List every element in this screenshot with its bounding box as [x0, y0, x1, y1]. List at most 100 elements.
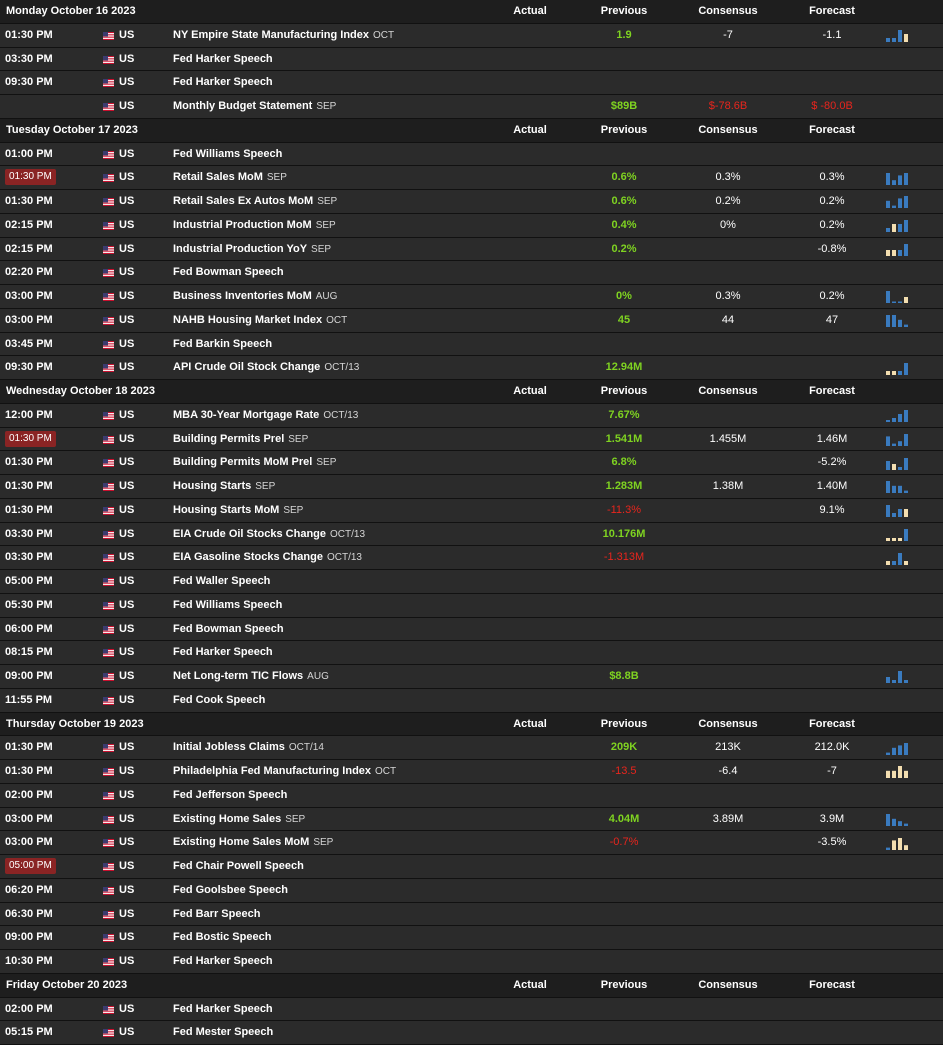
event-row[interactable]: 05:00 PM US Fed Chair Powell Speech: [0, 855, 943, 879]
event-row[interactable]: 09:00 PM US Net Long-term TIC Flows AUG $8.8…: [0, 665, 943, 689]
event-row[interactable]: US Monthly Budget Statement SEP $89B $-78.6B…: [0, 95, 943, 119]
history-sparkline-icon[interactable]: [884, 218, 908, 233]
event-title[interactable]: Industrial Production MoM: [173, 218, 312, 231]
event-row[interactable]: 03:30 PM US EIA Crude Oil Stocks Change OCT…: [0, 522, 943, 547]
event-title[interactable]: Fed Williams Speech: [173, 598, 283, 611]
event-name[interactable]: Industrial Production MoM SEP: [173, 214, 336, 238]
event-row[interactable]: 08:15 PM US Fed Harker Speech: [0, 641, 943, 665]
event-title[interactable]: EIA Crude Oil Stocks Change: [173, 527, 327, 540]
column-header-consensus[interactable]: Consensus: [698, 5, 758, 17]
event-title[interactable]: Fed Waller Speech: [173, 575, 271, 587]
event-title[interactable]: Fed Goolsbee Speech: [173, 883, 288, 896]
history-sparkline-icon[interactable]: [884, 28, 908, 43]
history-sparkline-icon[interactable]: [884, 242, 908, 256]
event-row[interactable]: 10:30 PM US Fed Harker Speech: [0, 950, 943, 974]
column-header-previous[interactable]: Previous: [600, 385, 648, 397]
history-sparkline-icon[interactable]: [884, 764, 908, 779]
event-title[interactable]: NY Empire State Manufacturing Index: [173, 28, 370, 41]
event-row[interactable]: 03:00 PM US Existing Home Sales SEP 4.04M 3.8…: [0, 807, 943, 832]
column-header-actual[interactable]: Actual: [513, 978, 547, 991]
event-title[interactable]: Fed Cook Speech: [173, 693, 266, 706]
event-row[interactable]: 03:00 PM US NAHB Housing Market Index OCT 45…: [0, 308, 943, 333]
event-title[interactable]: Fed Chair Powell Speech: [173, 860, 304, 872]
event-name[interactable]: Building Permits MoM Prel SEP: [173, 451, 336, 475]
event-title[interactable]: Housing Starts: [173, 480, 252, 492]
event-row[interactable]: 01:00 PM US Fed Williams Speech: [0, 142, 943, 167]
event-name[interactable]: Fed Harker Speech: [173, 48, 273, 71]
history-sparkline-icon[interactable]: [884, 456, 908, 470]
event-title[interactable]: EIA Gasoline Stocks Change: [173, 551, 323, 564]
event-title[interactable]: Fed Harker Speech: [173, 52, 273, 65]
event-name[interactable]: NAHB Housing Market Index OCT: [173, 309, 347, 333]
event-row[interactable]: 01:30 PM US Philadelphia Fed Manufacturing…: [0, 760, 943, 784]
event-name[interactable]: Fed Chair Powell Speech: [173, 855, 304, 878]
event-title[interactable]: Fed Mester Speech: [173, 1026, 274, 1039]
event-name[interactable]: Fed Harker Speech: [173, 71, 273, 94]
event-row[interactable]: 01:30 PM US Housing Starts MoM SEP -11.3% 9.1…: [0, 498, 943, 523]
event-row[interactable]: 03:30 PM US EIA Gasoline Stocks Change OCT/…: [0, 546, 943, 570]
column-header-actual[interactable]: Actual: [513, 123, 547, 136]
history-sparkline-icon[interactable]: [884, 479, 908, 494]
event-title[interactable]: Fed Harker Speech: [173, 1002, 273, 1015]
event-name[interactable]: Business Inventories MoM AUG: [173, 285, 337, 309]
event-row[interactable]: 05:30 PM US Fed Williams Speech: [0, 593, 943, 618]
event-title[interactable]: Fed Bowman Speech: [173, 622, 284, 635]
column-header-forecast[interactable]: Forecast: [809, 123, 855, 136]
event-name[interactable]: Existing Home Sales SEP: [173, 808, 305, 832]
event-row[interactable]: 09:30 PM US API Crude Oil Stock Change OCT/…: [0, 356, 943, 380]
event-name[interactable]: EIA Gasoline Stocks Change OCT/13: [173, 546, 362, 570]
column-header-forecast[interactable]: Forecast: [809, 385, 855, 397]
event-name[interactable]: NY Empire State Manufacturing Index OCT: [173, 24, 394, 48]
event-row[interactable]: 02:00 PM US Fed Jefferson Speech: [0, 783, 943, 808]
history-sparkline-icon[interactable]: [884, 669, 908, 684]
history-sparkline-icon[interactable]: [884, 836, 908, 850]
event-name[interactable]: Fed Goolsbee Speech: [173, 879, 288, 902]
event-row[interactable]: 01:30 PM US Retail Sales MoM SEP 0.6% 0.3% 0.3…: [0, 166, 943, 190]
event-name[interactable]: Fed Williams Speech: [173, 594, 282, 617]
event-name[interactable]: Fed Bostic Speech: [173, 926, 271, 949]
column-header-previous[interactable]: Previous: [600, 717, 648, 730]
event-name[interactable]: Fed Williams Speech: [173, 143, 282, 166]
column-header-consensus[interactable]: Consensus: [698, 717, 758, 730]
event-row[interactable]: 02:15 PM US Industrial Production YoY SEP 0.…: [0, 237, 943, 262]
event-name[interactable]: Retail Sales MoM SEP: [173, 166, 287, 190]
column-header-previous[interactable]: Previous: [600, 5, 648, 17]
column-header-forecast[interactable]: Forecast: [809, 717, 855, 730]
event-title[interactable]: Building Permits MoM Prel: [173, 456, 313, 469]
event-name[interactable]: Housing Starts MoM SEP: [173, 499, 303, 523]
event-title[interactable]: Building Permits Prel: [173, 432, 285, 445]
event-name[interactable]: Building Permits Prel SEP: [173, 428, 308, 452]
event-row[interactable]: 03:00 PM US Business Inventories MoM AUG 0% 0…: [0, 285, 943, 309]
event-row[interactable]: 09:30 PM US Fed Harker Speech: [0, 71, 943, 95]
event-row[interactable]: 03:00 PM US Existing Home Sales MoM SEP -0.7…: [0, 831, 943, 855]
event-row[interactable]: 06:30 PM US Fed Barr Speech: [0, 902, 943, 927]
event-title[interactable]: Fed Bostic Speech: [173, 931, 272, 944]
event-row[interactable]: 09:00 PM US Fed Bostic Speech: [0, 926, 943, 950]
event-title[interactable]: Fed Barkin Speech: [173, 337, 273, 350]
event-title[interactable]: Fed Harker Speech: [173, 646, 273, 659]
event-title[interactable]: API Crude Oil Stock Change: [173, 361, 321, 374]
column-header-actual[interactable]: Actual: [513, 717, 547, 730]
event-title[interactable]: Retail Sales MoM: [173, 171, 263, 184]
event-title[interactable]: MBA 30-Year Mortgage Rate: [173, 408, 320, 421]
column-header-consensus[interactable]: Consensus: [698, 123, 758, 136]
column-header-previous[interactable]: Previous: [600, 123, 648, 136]
history-sparkline-icon[interactable]: [884, 289, 908, 304]
event-title[interactable]: Housing Starts MoM: [173, 503, 280, 516]
event-title[interactable]: Monthly Budget Statement: [173, 100, 313, 112]
event-name[interactable]: Fed Waller Speech: [173, 570, 270, 593]
column-header-previous[interactable]: Previous: [600, 978, 648, 991]
column-header-actual[interactable]: Actual: [513, 385, 547, 397]
event-title[interactable]: Retail Sales Ex Autos MoM: [173, 195, 314, 207]
event-name[interactable]: Philadelphia Fed Manufacturing Index OCT: [173, 760, 396, 784]
event-row[interactable]: 02:15 PM US Industrial Production MoM SEP 0.…: [0, 213, 943, 238]
column-header-consensus[interactable]: Consensus: [698, 978, 758, 991]
history-sparkline-icon[interactable]: [884, 741, 908, 755]
event-row[interactable]: 06:00 PM US Fed Bowman Speech: [0, 617, 943, 642]
event-row[interactable]: 01:30 PM US Initial Jobless Claims OCT/14 20…: [0, 736, 943, 760]
event-title[interactable]: Fed Harker Speech: [173, 76, 273, 89]
event-name[interactable]: Net Long-term TIC Flows AUG: [173, 665, 329, 689]
event-title[interactable]: Initial Jobless Claims: [173, 741, 285, 754]
column-header-forecast[interactable]: Forecast: [809, 5, 855, 17]
event-row[interactable]: 01:30 PM US Building Permits Prel SEP 1.541M…: [0, 427, 943, 452]
